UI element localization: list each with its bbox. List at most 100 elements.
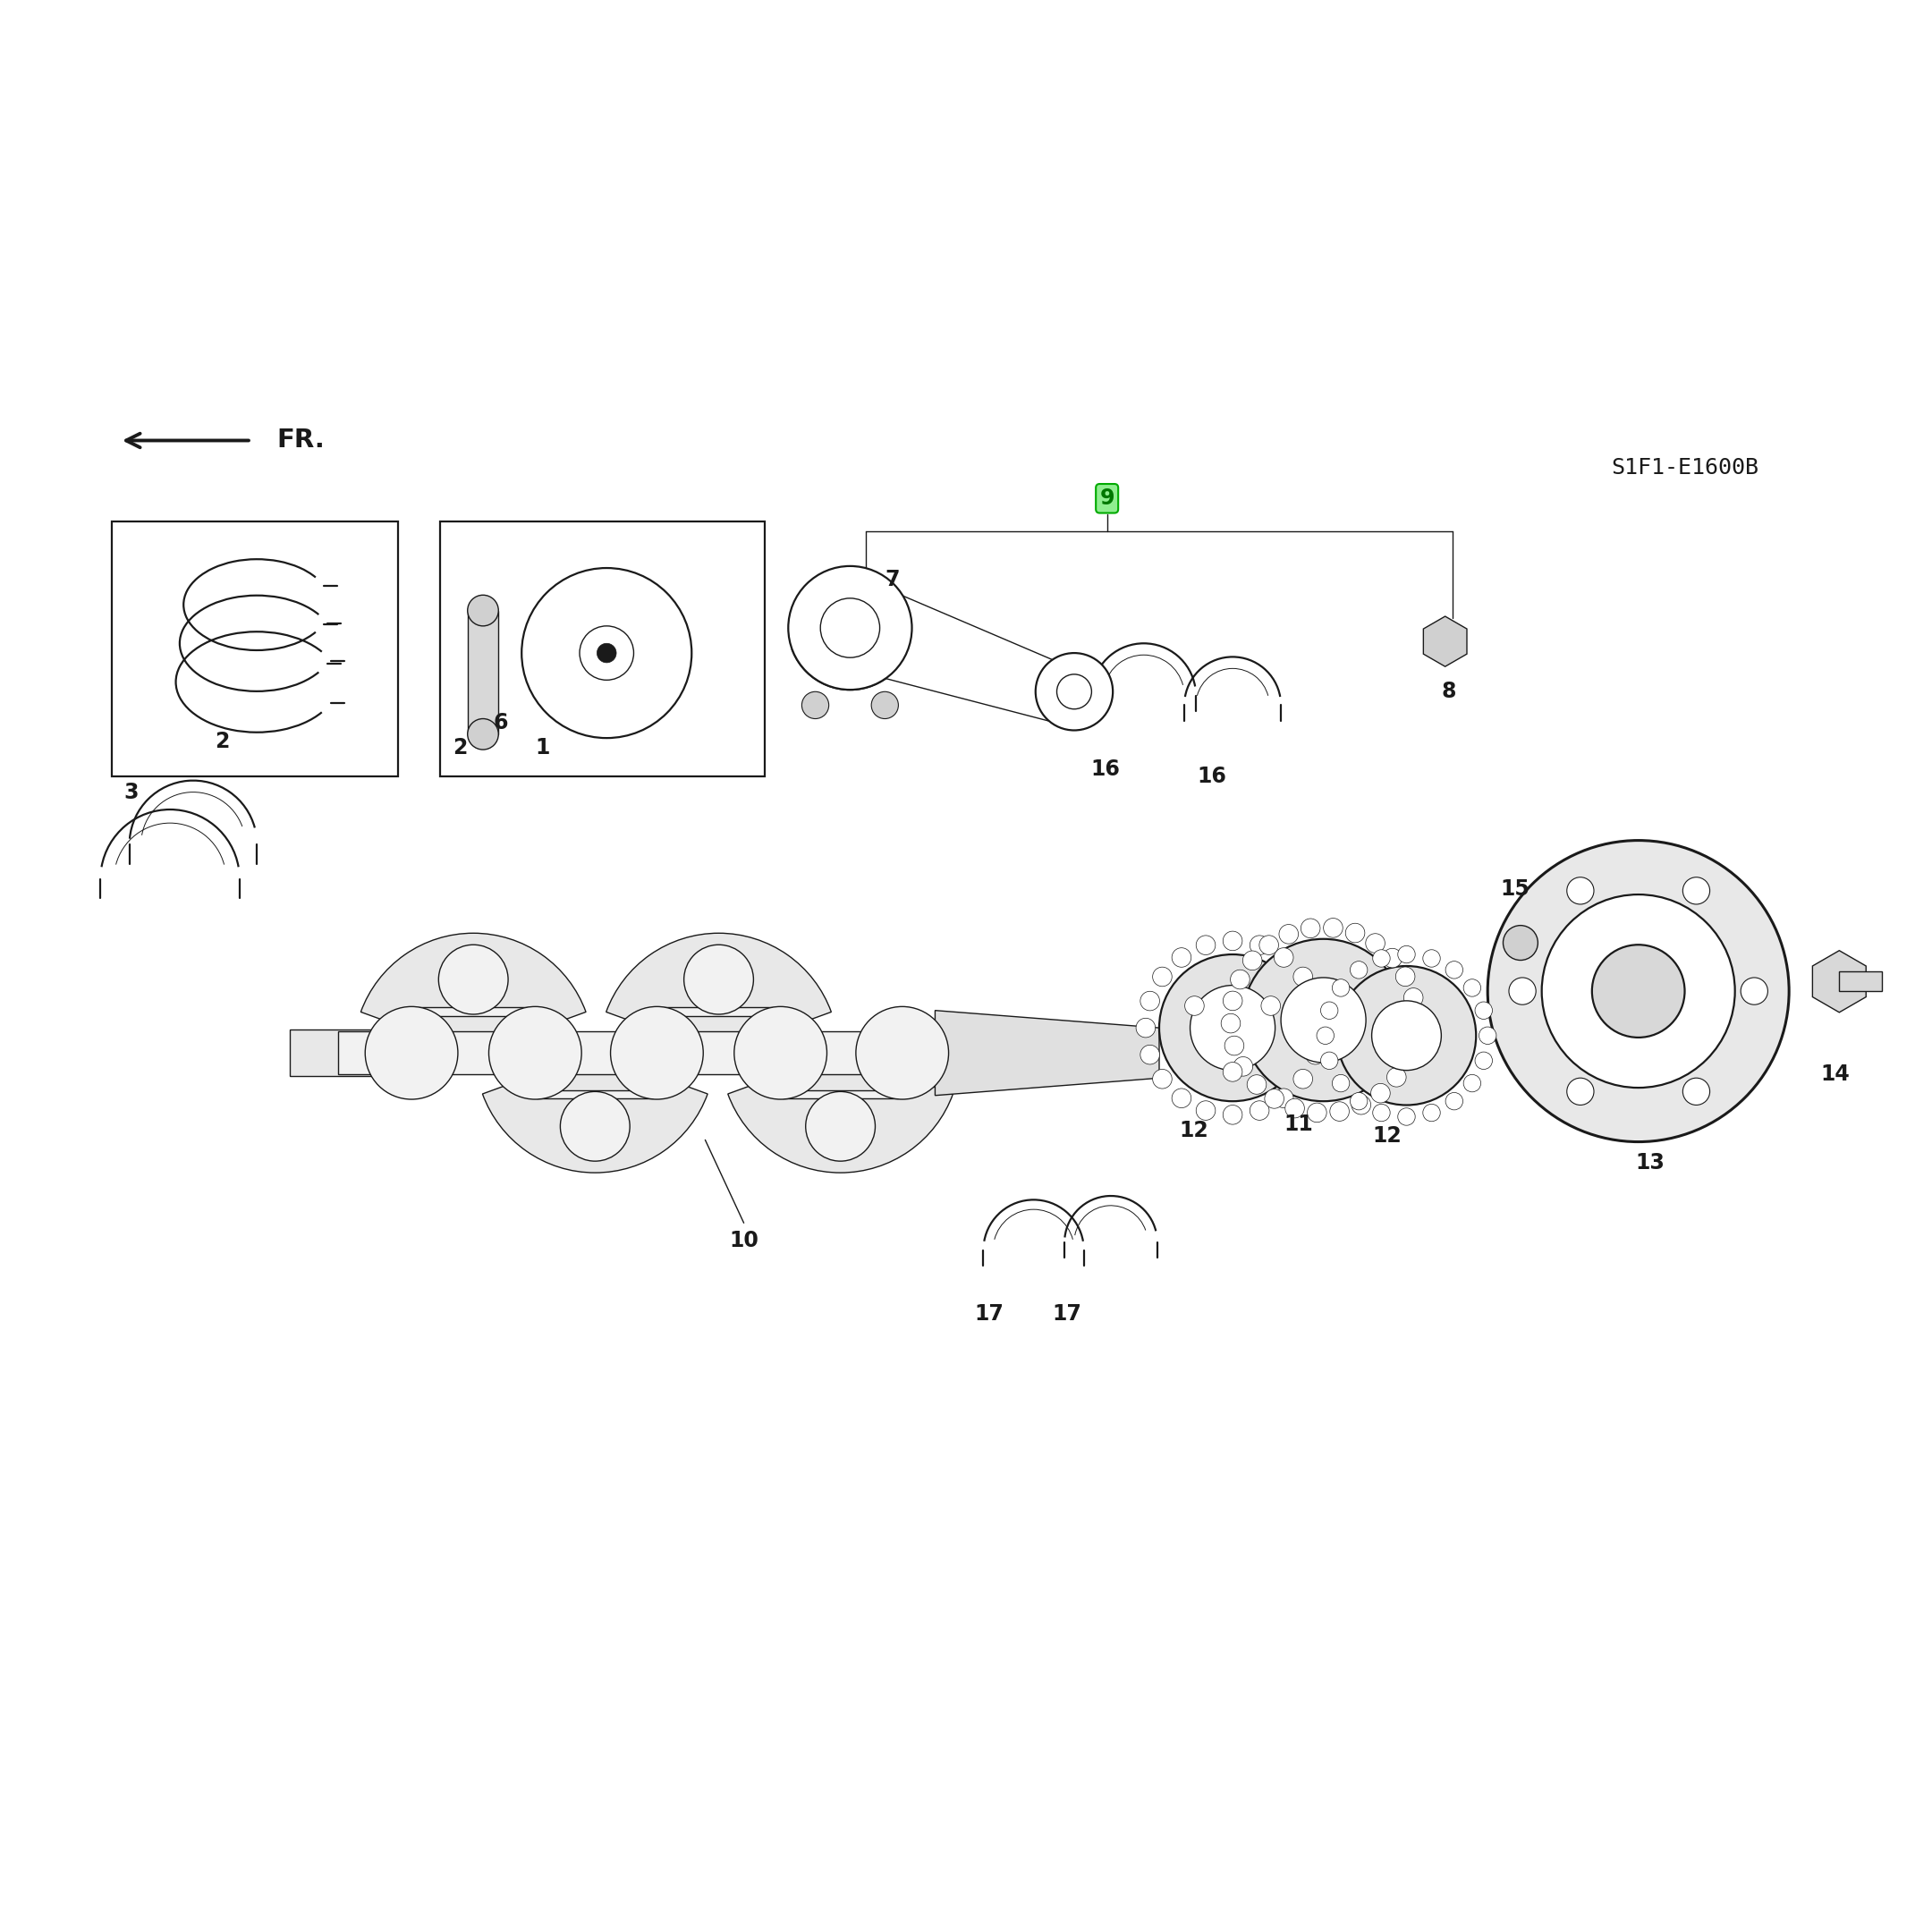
Circle shape — [1036, 653, 1113, 730]
Circle shape — [1310, 1018, 1329, 1037]
Circle shape — [1153, 1068, 1173, 1088]
Circle shape — [1683, 877, 1710, 904]
Circle shape — [1223, 991, 1242, 1010]
Circle shape — [1445, 962, 1463, 980]
Circle shape — [1306, 991, 1325, 1010]
Circle shape — [1223, 931, 1242, 951]
Circle shape — [1057, 674, 1092, 709]
Text: 11: 11 — [1283, 1113, 1314, 1136]
Circle shape — [468, 719, 498, 750]
Circle shape — [1395, 966, 1414, 985]
Circle shape — [1293, 1068, 1312, 1088]
Bar — [290, 1030, 415, 1076]
Circle shape — [1337, 966, 1476, 1105]
Circle shape — [1246, 1074, 1265, 1094]
Circle shape — [1567, 877, 1594, 904]
Circle shape — [1285, 1099, 1304, 1119]
Circle shape — [1374, 951, 1391, 968]
Circle shape — [1463, 980, 1480, 997]
Polygon shape — [415, 1007, 531, 1016]
Circle shape — [1153, 968, 1173, 987]
Circle shape — [1221, 1014, 1240, 1034]
Circle shape — [684, 945, 753, 1014]
Polygon shape — [661, 1007, 777, 1016]
Circle shape — [1399, 1049, 1418, 1068]
Polygon shape — [935, 1010, 1159, 1095]
Circle shape — [1136, 1018, 1155, 1037]
Circle shape — [871, 692, 898, 719]
Text: 7: 7 — [885, 568, 900, 591]
Text: 12: 12 — [1179, 1119, 1209, 1142]
Bar — [338, 1032, 918, 1074]
Bar — [1839, 972, 1882, 991]
Circle shape — [1273, 949, 1293, 968]
Circle shape — [1231, 970, 1250, 989]
Circle shape — [1316, 1028, 1333, 1043]
Circle shape — [1372, 1001, 1441, 1070]
Circle shape — [1405, 1026, 1424, 1045]
Text: 9: 9 — [1099, 487, 1115, 510]
Circle shape — [1300, 918, 1320, 937]
Circle shape — [1329, 1101, 1349, 1121]
Circle shape — [1223, 1063, 1242, 1082]
Circle shape — [1250, 1101, 1269, 1121]
Text: 13: 13 — [1634, 1151, 1665, 1175]
Circle shape — [1352, 1095, 1372, 1115]
Circle shape — [1387, 1068, 1406, 1088]
Circle shape — [1422, 951, 1439, 968]
Circle shape — [1273, 1088, 1293, 1107]
Text: 14: 14 — [1820, 1063, 1851, 1086]
Text: 12: 12 — [1372, 1124, 1403, 1148]
Circle shape — [1741, 978, 1768, 1005]
Circle shape — [1405, 987, 1424, 1007]
Polygon shape — [782, 1090, 898, 1099]
Circle shape — [1321, 1003, 1339, 1020]
Circle shape — [1463, 1074, 1480, 1092]
Circle shape — [1406, 1010, 1426, 1030]
Circle shape — [1445, 1092, 1463, 1109]
Text: FR.: FR. — [276, 429, 325, 452]
Circle shape — [856, 1007, 949, 1099]
Circle shape — [1223, 1105, 1242, 1124]
Circle shape — [1474, 1051, 1492, 1068]
Text: 6: 6 — [493, 711, 508, 734]
Circle shape — [1323, 918, 1343, 937]
Circle shape — [489, 1007, 582, 1099]
Wedge shape — [361, 933, 585, 1053]
Polygon shape — [1812, 951, 1866, 1012]
Circle shape — [1293, 968, 1312, 987]
Circle shape — [1184, 997, 1204, 1016]
Bar — [440, 522, 765, 777]
Circle shape — [1308, 1103, 1327, 1122]
Circle shape — [1542, 895, 1735, 1088]
Circle shape — [597, 643, 616, 663]
Circle shape — [1225, 1036, 1244, 1055]
Circle shape — [1281, 978, 1366, 1063]
Circle shape — [1140, 1045, 1159, 1065]
Circle shape — [1190, 985, 1275, 1070]
Circle shape — [1196, 935, 1215, 954]
Circle shape — [1366, 933, 1385, 952]
Circle shape — [1279, 923, 1298, 943]
Circle shape — [1333, 1074, 1350, 1092]
Circle shape — [560, 1092, 630, 1161]
Circle shape — [1350, 962, 1368, 980]
Circle shape — [1265, 1090, 1285, 1109]
Circle shape — [1474, 1003, 1492, 1020]
Bar — [468, 611, 498, 734]
Wedge shape — [728, 1053, 952, 1173]
Circle shape — [611, 1007, 703, 1099]
Circle shape — [1159, 954, 1306, 1101]
Circle shape — [1196, 1101, 1215, 1121]
Circle shape — [1345, 923, 1364, 943]
Circle shape — [1242, 951, 1262, 970]
Circle shape — [1509, 978, 1536, 1005]
Circle shape — [734, 1007, 827, 1099]
Circle shape — [1422, 1103, 1439, 1121]
Circle shape — [1173, 1088, 1192, 1107]
Text: 17: 17 — [1051, 1302, 1082, 1325]
Circle shape — [1399, 945, 1414, 962]
Circle shape — [580, 626, 634, 680]
Polygon shape — [1424, 616, 1466, 667]
Text: 8: 8 — [1441, 680, 1457, 703]
